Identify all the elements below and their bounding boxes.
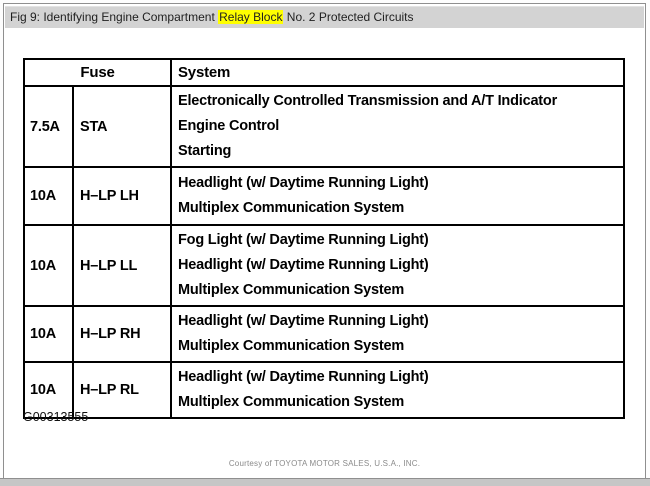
fuse-amp-cell: 10A — [23, 361, 74, 419]
search-highlight: Relay Block — [218, 10, 284, 24]
fuse-name-cell: H–LP LL — [72, 224, 172, 307]
system-line: Headlight (w/ Daytime Running Light) — [178, 369, 429, 385]
system-cell: Headlight (w/ Daytime Running Light) Mul… — [170, 305, 625, 363]
system-line: Engine Control — [178, 118, 280, 134]
fuse-amp-cell: 10A — [23, 224, 74, 307]
figure-title-prefix: Fig 9: Identifying Engine Compartment — [10, 10, 219, 24]
figure-title-bar: Fig 9: Identifying Engine Compartment Re… — [5, 6, 644, 28]
system-line: Starting — [178, 143, 232, 159]
content-frame: Fig 9: Identifying Engine Compartment Re… — [3, 3, 646, 479]
fuse-name-cell: STA — [72, 85, 172, 168]
table-row: 10A H–LP RH Headlight (w/ Daytime Runnin… — [23, 305, 625, 363]
table-row: 10A H–LP RL Headlight (w/ Daytime Runnin… — [23, 361, 625, 419]
bottom-edge — [0, 478, 650, 486]
system-line: Headlight (w/ Daytime Running Light) — [178, 175, 429, 191]
table-row: 7.5A STA Electronically Controlled Trans… — [23, 85, 625, 168]
table-row: 10A H–LP LL Fog Light (w/ Daytime Runnin… — [23, 224, 625, 307]
fuse-amp-cell: 10A — [23, 166, 74, 226]
system-line: Headlight (w/ Daytime Running Light) — [178, 257, 429, 273]
table-header-row: Fuse System — [23, 58, 625, 87]
fuse-amp-cell: 10A — [23, 305, 74, 363]
system-line: Multiplex Communication System — [178, 338, 405, 354]
system-line: Multiplex Communication System — [178, 200, 405, 216]
fuse-name-cell: H–LP LH — [72, 166, 172, 226]
fuse-amp-cell: 7.5A — [23, 85, 74, 168]
system-cell: Headlight (w/ Daytime Running Light) Mul… — [170, 361, 625, 419]
figure-id: G00313555 — [23, 410, 89, 424]
table-row: 10A H–LP LH Headlight (w/ Daytime Runnin… — [23, 166, 625, 226]
system-line: Headlight (w/ Daytime Running Light) — [178, 313, 429, 329]
system-column-header: System — [170, 58, 625, 87]
system-cell: Electronically Controlled Transmission a… — [170, 85, 625, 168]
fuse-name-cell: H–LP RH — [72, 305, 172, 363]
fuse-column-header: Fuse — [23, 58, 172, 87]
system-line: Multiplex Communication System — [178, 394, 405, 410]
system-cell: Headlight (w/ Daytime Running Light) Mul… — [170, 166, 625, 226]
figure-title-suffix: No. 2 Protected Circuits — [283, 10, 414, 24]
credit-line: Courtesy of TOYOTA MOTOR SALES, U.S.A., … — [228, 459, 421, 468]
system-line: Electronically Controlled Transmission a… — [178, 93, 558, 109]
system-line: Fog Light (w/ Daytime Running Light) — [178, 232, 429, 248]
fuse-name-cell: H–LP RL — [72, 361, 172, 419]
system-line: Multiplex Communication System — [178, 282, 405, 298]
system-cell: Fog Light (w/ Daytime Running Light) Hea… — [170, 224, 625, 307]
fuse-table: Fuse System 7.5A STA Electronically Cont… — [23, 58, 625, 419]
